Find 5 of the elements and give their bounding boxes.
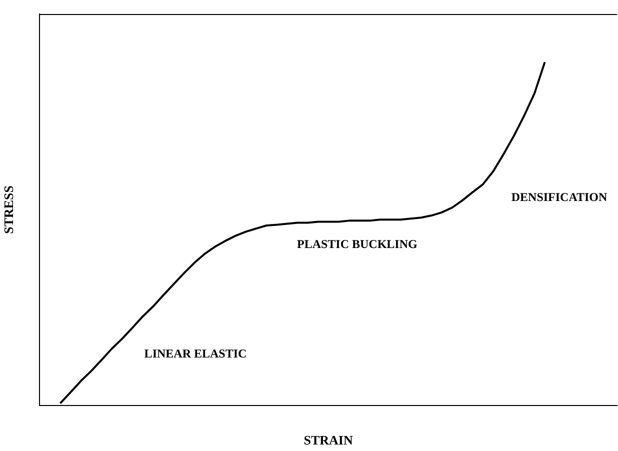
y-axis-title: STRESS	[1, 185, 16, 234]
annotation: LINEAR ELASTIC	[144, 346, 247, 361]
annotation: DENSIFICATION	[511, 190, 608, 204]
x-axis-title: STRAIN	[304, 432, 354, 448]
annotation: PLASTIC BUCKLING	[296, 237, 418, 252]
